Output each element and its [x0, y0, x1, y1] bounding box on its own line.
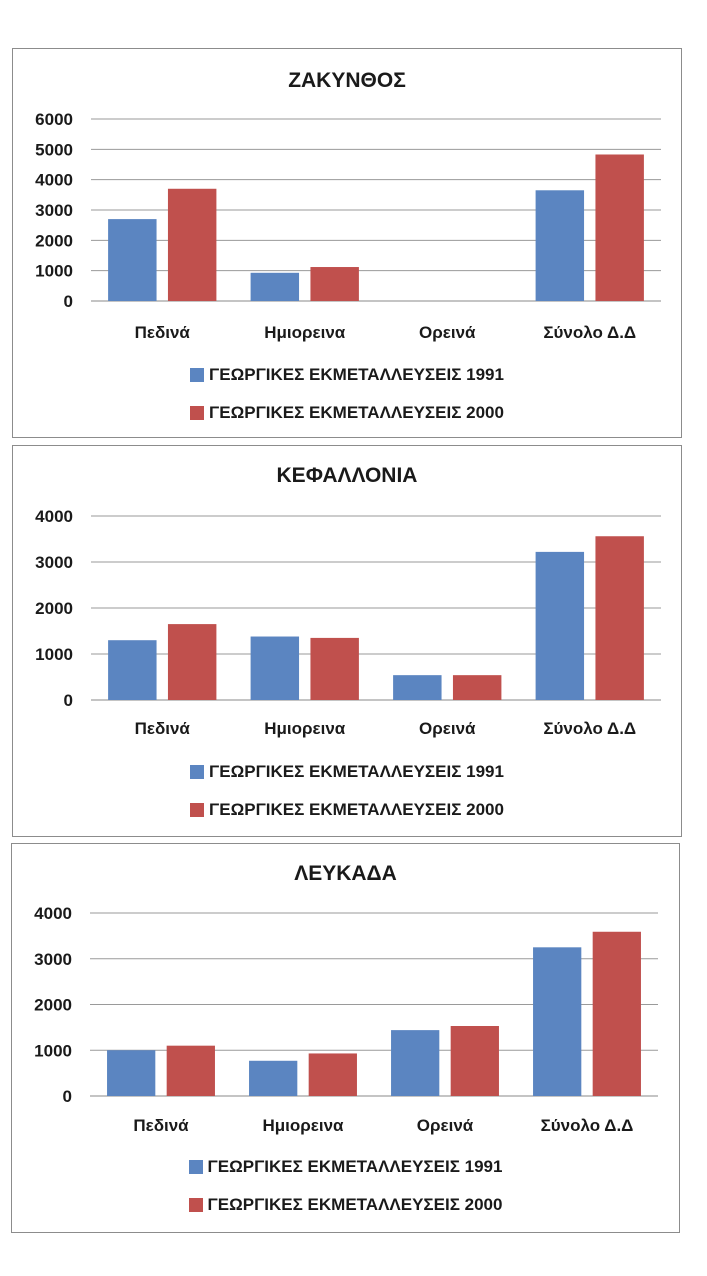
bar-1991-3 — [535, 190, 585, 301]
x-tick-label: Πεδινά — [133, 1116, 189, 1135]
legend-item-1991: ΓΕΩΡΓΙΚΕΣ ΕΚΜΕΤΑΛΛΕΥΣΕΙΣ 1991 — [12, 1157, 679, 1177]
bar-1991-0 — [108, 219, 157, 301]
legend-label-2000: ΓΕΩΡΓΙΚΕΣ ΕΚΜΕΤΑΛΛΕΥΣΕΙΣ 2000 — [209, 800, 504, 819]
legend-swatch-1991 — [188, 1160, 203, 1174]
x-tick-label: Ημιορεινα — [264, 719, 346, 738]
legend-swatch-2000 — [190, 406, 205, 420]
y-tick-label: 2000 — [35, 231, 73, 250]
x-tick-label: Ορεινά — [417, 1116, 474, 1135]
bar-1991-3 — [535, 551, 585, 700]
bar-2000-3 — [592, 931, 641, 1096]
bar-2000-0 — [166, 1045, 215, 1096]
chart-panel-kefallonia: ΚΕΦΑΛΛΟΝΙΑ 0 1000 2000 3000 4000 Πεδινά Ημιορε… — [12, 445, 682, 837]
legend-label-1991: ΓΕΩΡΓΙΚΕΣ ΕΚΜΕΤΑΛΛΕΥΣΕΙΣ 1991 — [209, 762, 504, 781]
bar-2000-3 — [595, 536, 644, 700]
x-tick-label: Ημιορεινα — [264, 323, 346, 342]
bar-1991-2 — [391, 1030, 440, 1096]
legend-item-1991: ΓΕΩΡΓΙΚΕΣ ΕΚΜΕΤΑΛΛΕΥΣΕΙΣ 1991 — [13, 762, 681, 782]
y-tick-label: 2000 — [34, 996, 72, 1015]
legend-item-2000: ΓΕΩΡΓΙΚΕΣ ΕΚΜΕΤΑΛΛΕΥΣΕΙΣ 2000 — [13, 403, 681, 423]
y-tick-label: 0 — [64, 691, 73, 710]
x-tick-label: Ημιορεινα — [263, 1116, 345, 1135]
y-tick-label: 3000 — [35, 553, 73, 572]
chart-panel-lefkada: ΛΕΥΚΑΔΑ 0 1000 2000 3000 4000 Πεδινά Ημιορεινα… — [11, 843, 680, 1233]
y-tick-label: 1000 — [34, 1041, 72, 1060]
y-tick-label: 0 — [64, 292, 73, 311]
chart-title: ΖΑΚΥΝΘΟΣ — [288, 69, 406, 92]
chart-title: ΛΕΥΚΑΔΑ — [294, 862, 397, 885]
legend-swatch-1991 — [190, 765, 205, 779]
y-tick-label: 6000 — [35, 110, 73, 129]
legend: ΓΕΩΡΓΙΚΕΣ ΕΚΜΕΤΑΛΛΕΥΣΕΙΣ 1991 ΓΕΩΡΓΙΚΕΣ … — [13, 365, 681, 423]
legend-label-1991: ΓΕΩΡΓΙΚΕΣ ΕΚΜΕΤΑΛΛΕΥΣΕΙΣ 1991 — [207, 1157, 503, 1176]
y-tick-label: 3000 — [35, 201, 73, 220]
bar-2000-0 — [167, 624, 217, 700]
y-tick-label: 4000 — [35, 171, 73, 190]
x-tick-label: Πεδινά — [135, 323, 191, 342]
legend-item-1991: ΓΕΩΡΓΙΚΕΣ ΕΚΜΕΤΑΛΛΕΥΣΕΙΣ 1991 — [13, 365, 681, 385]
legend-item-2000: ΓΕΩΡΓΙΚΕΣ ΕΚΜΕΤΑΛΛΕΥΣΕΙΣ 2000 — [13, 800, 681, 820]
bar-chart-svg: 0 1000 2000 3000 4000 Πεδινά Ημιορεινα Ορεινά Σύ… — [34, 904, 658, 1135]
legend: ΓΕΩΡΓΙΚΕΣ ΕΚΜΕΤΑΛΛΕΥΣΕΙΣ 1991 ΓΕΩΡΓΙΚΕΣ … — [13, 762, 681, 820]
bar-2000-3 — [595, 154, 644, 301]
bar-2000-1 — [310, 267, 359, 301]
y-tick-label: 4000 — [34, 904, 72, 923]
legend-label-2000: ΓΕΩΡΓΙΚΕΣ ΕΚΜΕΤΑΛΛΕΥΣΕΙΣ 2000 — [209, 403, 504, 422]
chart-title: ΚΕΦΑΛΛΟΝΙΑ — [276, 464, 418, 487]
y-tick-label: 2000 — [35, 599, 73, 618]
bar-2000-2 — [450, 1026, 499, 1096]
bar-1991-1 — [250, 272, 300, 301]
legend-label-2000: ΓΕΩΡΓΙΚΕΣ ΕΚΜΕΤΑΛΛΕΥΣΕΙΣ 2000 — [207, 1195, 503, 1214]
x-tick-label: Πεδινά — [135, 719, 191, 738]
bar-1991-2 — [393, 675, 442, 700]
bar-chart-svg: 0 1000 2000 3000 4000 5000 6000 Πεδινά Ημιορεινα… — [35, 110, 661, 342]
y-tick-label: 1000 — [35, 262, 73, 281]
bar-1991-0 — [107, 1050, 156, 1096]
bar-1991-1 — [250, 636, 300, 700]
bar-1991-1 — [249, 1060, 298, 1096]
legend: ΓΕΩΡΓΙΚΕΣ ΕΚΜΕΤΑΛΛΕΥΣΕΙΣ 1991 ΓΕΩΡΓΙΚΕΣ … — [12, 1157, 679, 1215]
bar-2000-1 — [308, 1053, 357, 1096]
legend-label-1991: ΓΕΩΡΓΙΚΕΣ ΕΚΜΕΤΑΛΛΕΥΣΕΙΣ 1991 — [209, 365, 504, 384]
legend-swatch-1991 — [190, 368, 205, 382]
y-tick-label: 3000 — [34, 950, 72, 969]
y-tick-label: 5000 — [35, 140, 73, 159]
x-tick-label: Σύνολο Δ.Δ — [543, 719, 636, 738]
chart-panel-zakynthos: ΖΑΚΥΝΘΟΣ 0 1000 2000 3000 4000 5000 6000 Πεδινά… — [12, 48, 682, 438]
x-tick-label: Σύνολο Δ.Δ — [543, 323, 636, 342]
x-tick-label: Σύνολο Δ.Δ — [541, 1116, 634, 1135]
y-tick-label: 4000 — [35, 507, 73, 526]
bar-2000-1 — [310, 637, 359, 700]
bar-1991-0 — [108, 640, 157, 700]
legend-swatch-2000 — [188, 1198, 203, 1212]
x-tick-label: Ορεινά — [419, 719, 476, 738]
bar-chart-svg: 0 1000 2000 3000 4000 Πεδινά Ημιορεινα Ορεινά Σύ… — [35, 507, 661, 738]
bar-2000-0 — [167, 188, 217, 301]
bar-2000-2 — [452, 675, 502, 700]
y-tick-label: 0 — [63, 1087, 72, 1106]
y-tick-label: 1000 — [35, 645, 73, 664]
bar-1991-3 — [533, 947, 582, 1096]
legend-swatch-2000 — [190, 803, 205, 817]
legend-item-2000: ΓΕΩΡΓΙΚΕΣ ΕΚΜΕΤΑΛΛΕΥΣΕΙΣ 2000 — [12, 1195, 679, 1215]
x-tick-label: Ορεινά — [419, 323, 476, 342]
